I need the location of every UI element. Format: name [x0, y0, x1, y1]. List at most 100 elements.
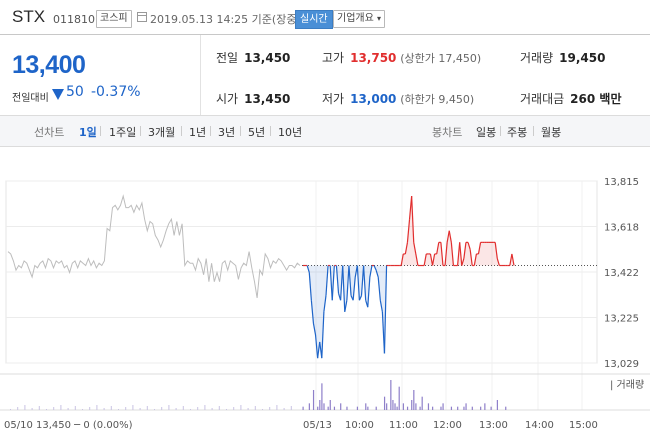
- volume-bar: [490, 406, 492, 410]
- calendar-icon: [137, 12, 147, 22]
- volume-bar: [440, 406, 442, 410]
- price-line-segment: [413, 242, 417, 255]
- volume-label: | 거래량: [610, 379, 644, 391]
- volume-bar: [396, 406, 398, 410]
- price-line-segment: [323, 295, 327, 312]
- price-line-segment: [346, 265, 350, 301]
- prev-volume-bar: [154, 409, 155, 410]
- price-line-segment: [321, 311, 325, 359]
- price-area-segment: [319, 265, 322, 359]
- volume-bar: [419, 406, 421, 410]
- line-chart-label: 선차트: [34, 126, 65, 139]
- divider: [0, 34, 650, 35]
- upper-limit: (상한가 17,450): [400, 52, 482, 65]
- prev-volume-bar: [139, 408, 141, 410]
- price-area-segment: [311, 265, 314, 324]
- stat-high: 고가 13,750 (상한가 17,450): [322, 49, 481, 66]
- prev-volume-bar: [96, 405, 98, 410]
- price-line-segment: [367, 277, 371, 308]
- tab-1year[interactable]: 1년: [189, 126, 207, 139]
- price-summary: 13,400 전일대비 50 -0.37%: [0, 35, 200, 115]
- price-area-segment: [323, 265, 326, 312]
- price-line-segment: [494, 242, 498, 259]
- x-tick-label: 13:00: [479, 420, 508, 431]
- volume-bar: [383, 396, 386, 410]
- tab-monthly-candle[interactable]: 월봉: [541, 126, 562, 139]
- price-line-segment: [331, 265, 335, 301]
- prev-volume-bar: [46, 409, 47, 410]
- price-line-segment: [511, 253, 515, 266]
- price-line-segment: [406, 219, 411, 243]
- price-line-segment: [314, 334, 319, 359]
- price-line-segment: [312, 323, 317, 336]
- stat-trade-value: 거래대금 260 백만: [520, 90, 621, 107]
- stock-name: STX: [12, 7, 46, 26]
- stat-label: 시가: [216, 92, 239, 106]
- stat-label: 고가: [322, 51, 345, 65]
- price-line-segment: [469, 249, 473, 266]
- stat-value: 19,450: [559, 51, 606, 65]
- price-line-segment: [375, 269, 379, 278]
- price-line-segment: [436, 242, 440, 255]
- stat-label: 전일: [216, 51, 239, 65]
- volume-bar: [484, 403, 486, 410]
- volume-bar: [321, 383, 323, 410]
- company-info-label: 기업개요: [337, 13, 374, 24]
- realtime-button[interactable]: 실시간: [295, 10, 333, 29]
- price-line-segment: [369, 265, 373, 278]
- prev-volume-bar: [89, 407, 91, 410]
- price-line-segment: [360, 265, 365, 296]
- tab-3year[interactable]: 3년: [218, 126, 236, 139]
- divider: [240, 126, 241, 136]
- prev-volume-bar: [240, 405, 242, 410]
- volume-bar: [406, 406, 409, 410]
- price-area-segment: [365, 265, 368, 308]
- tab-3month[interactable]: 3개월: [148, 126, 176, 139]
- candle-chart-label: 봉차트: [432, 126, 463, 139]
- price-line-segment: [415, 253, 419, 266]
- change-label: 전일대비: [12, 93, 49, 104]
- divider: [210, 126, 211, 136]
- tab-10year[interactable]: 10년: [278, 126, 303, 139]
- price-line-segment: [404, 242, 409, 255]
- prev-volume-bar: [233, 407, 235, 410]
- tab-5year[interactable]: 5년: [248, 126, 266, 139]
- volume-bar: [308, 403, 310, 410]
- tab-1week[interactable]: 1주일: [109, 126, 137, 139]
- price-line-segment: [308, 272, 312, 301]
- tab-weekly-candle[interactable]: 주봉: [507, 126, 528, 139]
- volume-bar: [386, 403, 388, 410]
- lower-limit: (하한가 9,450): [400, 93, 475, 106]
- prev-volume-bar: [182, 406, 184, 410]
- stock-code: 011810: [53, 13, 95, 26]
- prev-volume-bar: [226, 409, 227, 410]
- volume-bar: [480, 406, 482, 410]
- volume-bar: [319, 400, 321, 410]
- x-tick-label: 15:00: [569, 420, 598, 431]
- volume-bar: [411, 400, 413, 410]
- divider: [181, 126, 182, 136]
- volume-bar: [302, 406, 304, 410]
- price-area-segment: [428, 253, 431, 266]
- prev-volume-bar: [190, 409, 191, 410]
- volume-bar: [415, 403, 417, 410]
- prev-volume-bar: [67, 408, 69, 410]
- stat-value: 13,450: [244, 51, 291, 65]
- price-line-segment: [335, 265, 340, 294]
- price-area-segment: [449, 230, 452, 266]
- current-price: 13,400: [12, 51, 86, 79]
- divider: [500, 126, 501, 136]
- x-tick-label: 12:00: [433, 420, 462, 431]
- chart-tabs: 선차트 1일 1주일 3개월 1년 3년 5년 10년 봉차트 일봉 주봉 월봉: [0, 115, 650, 147]
- prev-volume-bar: [290, 406, 292, 410]
- price-area-segment: [434, 253, 437, 266]
- tab-daily-candle[interactable]: 일봉: [476, 126, 497, 139]
- price-line-segment: [461, 258, 465, 266]
- stat-value: 13,450: [244, 92, 291, 106]
- prev-volume-bar: [197, 407, 199, 410]
- market-badge: 코스피: [96, 10, 132, 28]
- stat-open: 시가 13,450: [216, 90, 290, 107]
- company-info-button[interactable]: 기업개요 ▾: [333, 10, 386, 28]
- tab-1day[interactable]: 1일: [79, 126, 97, 139]
